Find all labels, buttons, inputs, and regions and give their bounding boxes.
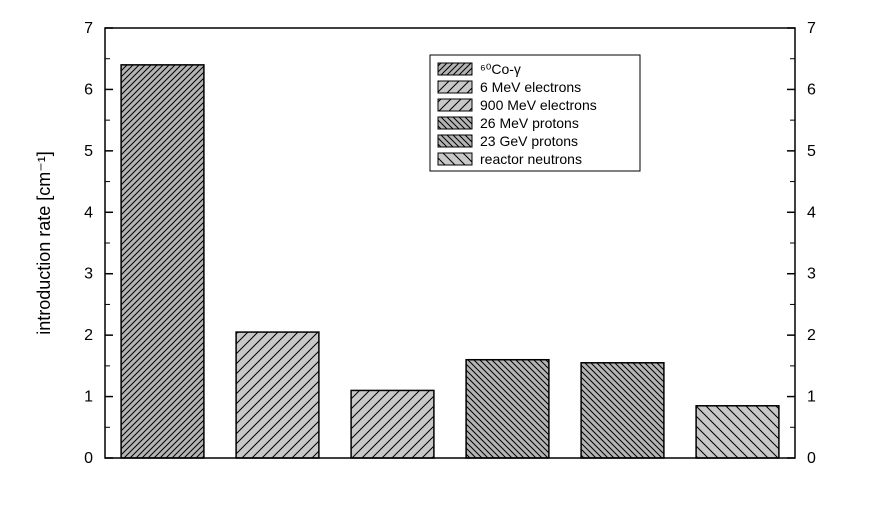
legend-label-2: 900 MeV electrons [480,97,597,113]
legend-label-3: 26 MeV protons [480,115,579,131]
ytick-label-right: 2 [807,327,816,344]
legend-label-0: ⁶⁰Co-γ [480,61,521,77]
legend-swatch-5 [438,153,472,165]
legend-label-1: 6 MeV electrons [480,79,581,95]
legend-swatch-1 [438,81,472,93]
bar-chart: 0 0 1 1 2 2 3 3 4 4 5 5 6 6 7 7 ⁶⁰Co-γ 6 MeV electrons 90… [0,0,888,508]
ytick-label-right: 4 [807,204,816,221]
legend-group: ⁶⁰Co-γ 6 MeV electrons 900 MeV electrons 26… [430,55,640,171]
ytick-label: 7 [84,20,93,37]
legend-swatch-2 [438,99,472,111]
legend-label-5: reactor neutrons [480,151,582,167]
bar-0 [121,65,204,458]
ytick-label-right: 3 [807,266,816,283]
ytick-label: 0 [84,450,93,467]
bar-2 [351,390,434,458]
ytick-label: 2 [84,327,93,344]
ytick-label-right: 0 [807,450,816,467]
legend-swatch-3 [438,117,472,129]
ytick-label-right: 1 [807,389,816,406]
ytick-label: 1 [84,389,93,406]
ytick-label: 6 [84,81,93,98]
bar-5 [696,406,779,458]
legend-swatch-0 [438,63,472,75]
y-axis-label: introduction rate [cm⁻¹] [34,151,54,335]
ytick-label: 4 [84,204,93,221]
bar-4 [581,363,664,458]
legend-label-4: 23 GeV protons [480,133,578,149]
ytick-label-right: 6 [807,81,816,98]
ytick-label-right: 7 [807,20,816,37]
bar-1 [236,332,319,458]
ytick-label: 5 [84,143,93,160]
bar-3 [466,360,549,458]
ytick-label: 3 [84,266,93,283]
legend-swatch-4 [438,135,472,147]
ytick-label-right: 5 [807,143,816,160]
